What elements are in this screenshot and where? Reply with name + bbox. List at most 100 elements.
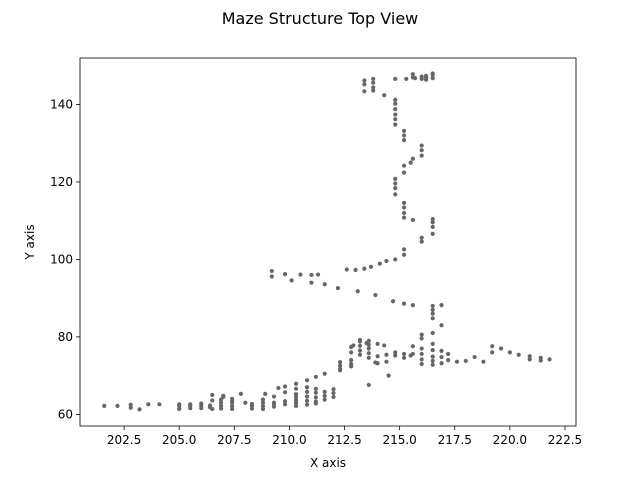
data-point: [430, 231, 435, 236]
x-tick-label: 205.0: [162, 433, 196, 447]
data-point: [419, 143, 424, 148]
data-point: [313, 401, 318, 406]
data-point: [298, 272, 303, 277]
data-point: [331, 387, 336, 392]
data-point: [362, 82, 367, 87]
data-point: [177, 406, 182, 412]
data-point: [419, 346, 424, 351]
data-point: [393, 107, 398, 112]
data-point: [249, 403, 255, 408]
data-point: [384, 359, 389, 364]
data-point: [516, 352, 521, 357]
data-point: [430, 76, 435, 81]
y-tick-label: 120: [50, 175, 73, 189]
x-tick-label: 220.0: [493, 433, 527, 447]
x-axis-ticks: 202.5 205.0 207.5 210.0 212.5 215.0 217.5 220.0…: [107, 426, 582, 447]
data-point: [401, 355, 407, 360]
x-tick-label: 202.5: [107, 433, 141, 447]
data-point: [322, 371, 327, 376]
data-point: [430, 354, 435, 359]
data-point: [362, 89, 367, 94]
data-point: [331, 390, 336, 396]
data-point: [373, 292, 378, 298]
data-point: [463, 358, 468, 364]
data-point: [371, 80, 376, 85]
data-point: [137, 407, 142, 412]
data-point: [230, 399, 235, 404]
data-point: [271, 394, 277, 399]
data-point: [351, 343, 356, 348]
data-point: [188, 403, 193, 408]
data-point: [355, 289, 360, 294]
data-point: [490, 344, 495, 349]
data-point: [269, 274, 274, 279]
x-tick-label: 207.5: [217, 433, 251, 447]
data-point: [207, 403, 213, 408]
data-point: [401, 252, 407, 257]
data-point: [128, 402, 133, 407]
data-point: [349, 358, 354, 363]
data-point: [419, 332, 424, 337]
data-point: [401, 128, 407, 133]
data-point: [218, 406, 224, 411]
data-point: [410, 344, 415, 349]
data-point: [419, 148, 424, 153]
data-point: [410, 303, 415, 308]
data-point: [304, 394, 310, 399]
data-point: [102, 403, 107, 408]
data-point: [430, 224, 435, 229]
plot-area-frame: [79, 57, 577, 427]
data-point: [260, 397, 266, 402]
data-point: [430, 217, 435, 222]
data-point: [362, 78, 367, 83]
chart-title: Maze Structure Top View: [222, 9, 419, 28]
data-point: [357, 337, 363, 343]
data-point: [472, 354, 477, 360]
data-point: [430, 303, 435, 309]
data-point: [243, 400, 248, 405]
data-point: [357, 348, 363, 353]
data-point: [430, 316, 435, 321]
y-axis-label: Y axis: [23, 224, 37, 260]
data-point: [322, 389, 327, 395]
data-point: [419, 153, 424, 158]
data-point: [481, 359, 486, 364]
data-point: [375, 341, 380, 346]
data-point: [424, 75, 429, 80]
data-point: [419, 351, 424, 357]
data-point: [349, 364, 354, 369]
data-point: [282, 384, 288, 389]
data-point: [393, 353, 398, 358]
y-axis-ticks: 60 80 100 120 140: [50, 97, 80, 421]
data-point: [362, 266, 367, 271]
x-axis-label: X axis: [310, 456, 346, 470]
y-tick-label: 100: [50, 252, 73, 266]
data-point: [393, 176, 398, 181]
data-point: [375, 354, 380, 359]
data-point: [260, 400, 266, 405]
data-point: [538, 358, 543, 363]
data-point: [128, 405, 133, 410]
data-point: [293, 394, 299, 400]
data-point: [419, 357, 424, 362]
x-tick-label: 222.5: [548, 433, 582, 447]
x-tick-label: 212.5: [327, 433, 361, 447]
data-point: [393, 122, 398, 127]
data-point: [210, 406, 215, 412]
data-point: [366, 351, 371, 356]
y-tick-label: 80: [58, 330, 73, 344]
data-point: [260, 406, 266, 412]
data-point: [498, 346, 504, 351]
data-point: [349, 350, 354, 355]
data-point: [313, 390, 318, 395]
data-point: [412, 76, 418, 81]
data-point: [410, 351, 415, 357]
data-point: [371, 85, 376, 90]
data-point: [410, 156, 415, 161]
data-point: [401, 247, 407, 252]
data-point: [419, 235, 424, 240]
data-point: [371, 76, 376, 82]
data-point: [322, 397, 327, 402]
data-point: [430, 311, 435, 316]
data-point: [282, 272, 288, 277]
